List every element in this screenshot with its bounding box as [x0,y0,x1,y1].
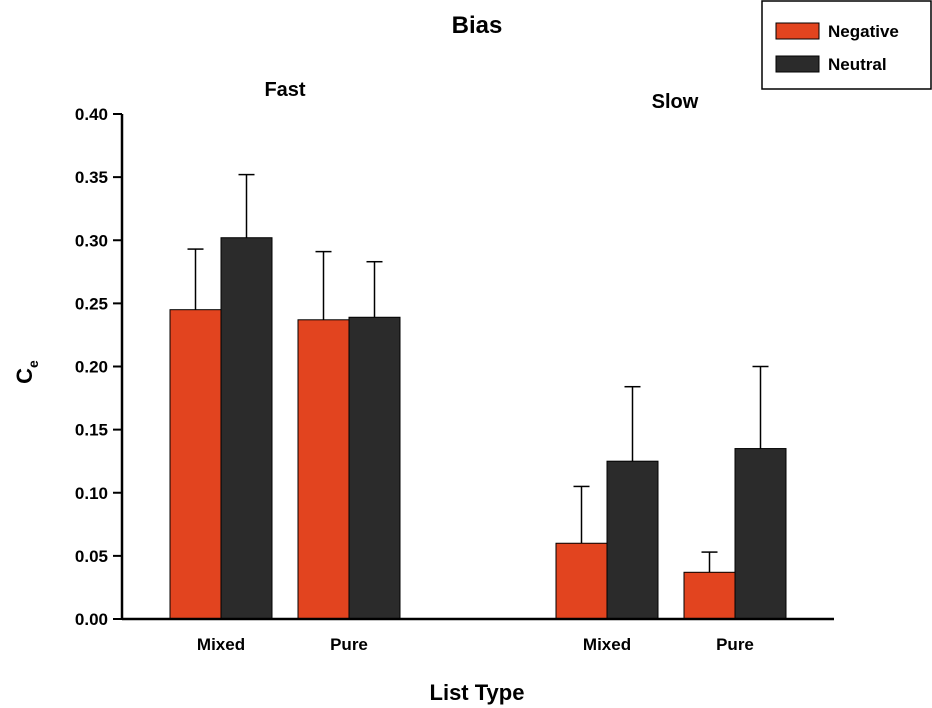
bar-slow-mixed-negative [555,542,608,620]
chart-title: Bias [452,12,503,39]
category-label-fast-mixed: Mixed [197,635,245,654]
y-tick-label-5: 0.25 [75,294,108,313]
y-axis-label-main: C [12,368,37,384]
category-label-fast-pure: Pure [330,635,368,654]
y-tick-label-3: 0.15 [75,421,108,440]
legend-label-neutral: Neutral [828,55,887,74]
bar-slow-pure-negative [683,571,736,620]
group-label-fast: Fast [264,79,305,101]
y-axis-label-subscript: e [25,360,41,368]
legend: Negative Neutral [761,0,932,90]
legend-box [761,0,932,90]
legend-label-negative: Negative [828,22,899,41]
x-axis-label: List Type [430,680,525,705]
y-tick-label-2: 0.10 [75,484,108,503]
bar-slow-mixed-neutral [606,460,659,620]
y-tick-label-6: 0.30 [75,231,108,250]
bar-fast-mixed-neutral [220,237,273,620]
y-tick-label-4: 0.20 [75,358,108,377]
category-label-slow-pure: Pure [716,635,754,654]
bar-fast-mixed-negative [169,309,222,620]
bar-fast-pure-negative [297,319,350,620]
y-axis-label: Ce [12,360,41,384]
y-tick-label-1: 0.05 [75,547,108,566]
legend-swatch-neutral [775,55,820,73]
y-tick-label-7: 0.35 [75,168,108,187]
plot-area: 0.00 0.05 0.10 0.15 0.20 0.25 0.30 0.35 0.40 Mixe… [75,105,834,654]
legend-swatch-negative [775,22,820,40]
bar-fast-pure-neutral [348,316,401,620]
group-label-slow: Slow [652,91,699,113]
y-tick-label-0: 0.00 [75,610,108,629]
category-label-slow-mixed: Mixed [583,635,631,654]
bar-slow-pure-neutral [734,448,787,620]
y-tick-label-8: 0.40 [75,105,108,124]
